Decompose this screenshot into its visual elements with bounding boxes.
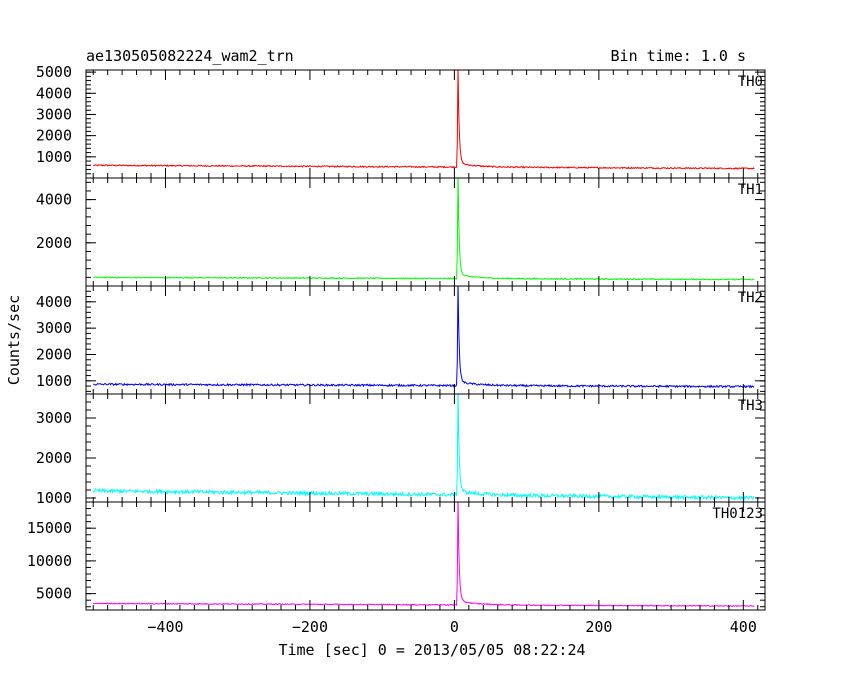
panel-th0: 1000 2000 3000 4000 5000 TH0 (36, 63, 766, 179)
series-th0 (92, 70, 755, 170)
panel-frame (85, 285, 766, 395)
panel-label: TH3 (738, 398, 763, 414)
y-tick-label: 2000 (36, 127, 72, 145)
series-th3 (92, 394, 755, 502)
series-th0123 (92, 502, 755, 608)
series-th2 (93, 286, 755, 389)
series-th1 (93, 178, 755, 281)
y-tick-label: 4000 (36, 293, 72, 311)
y-tick-label: 1000 (36, 148, 72, 166)
panel-th2: 1000 2000 3000 4000 TH2 (36, 285, 766, 395)
y-tick-label: 1000 (36, 489, 72, 507)
y-tick-label: 3000 (36, 319, 72, 337)
panel-label: TH1 (738, 182, 763, 198)
x-tick-label: 400 (730, 618, 757, 636)
panel-frame (85, 69, 766, 179)
x-tick-label: 200 (585, 618, 612, 636)
y-tick-label: 15000 (27, 519, 72, 537)
y-tick-label: 5000 (36, 585, 72, 603)
x-tick-label: 0 (450, 618, 459, 636)
panel-label: TH0123 (712, 506, 763, 522)
x-tick-label: −400 (147, 618, 183, 636)
panel-label: TH2 (738, 290, 763, 306)
panel-frame (85, 177, 766, 287)
y-tick-label: 4000 (36, 84, 72, 102)
y-tick-label: 5000 (36, 63, 72, 81)
panel-label: TH0 (738, 74, 763, 90)
x-axis-label: Time [sec] 0 = 2013/05/05 08:22:24 (278, 641, 585, 659)
y-tick-label: 4000 (36, 191, 72, 209)
y-tick-label: 1000 (36, 372, 72, 390)
y-tick-label: 10000 (27, 552, 72, 570)
y-tick-label: 3000 (36, 105, 72, 123)
panel-frame (85, 501, 766, 611)
panel-th1: 2000 4000 TH1 (36, 177, 766, 287)
y-tick-label: 3000 (36, 409, 72, 427)
panel-th0123: 5000 10000 15000 TH0123 (27, 501, 766, 611)
y-tick-label: 2000 (36, 234, 72, 252)
panels: 10002000300040005000TH020004000TH1100020… (27, 63, 766, 636)
y-tick-label: 2000 (36, 449, 72, 467)
panel-th3: 1000 2000 3000 TH3 (36, 393, 766, 507)
chart-title: ae130505082224_wam2_trn (86, 47, 294, 65)
y-tick-label: 2000 (36, 345, 72, 363)
panel-frame (85, 393, 766, 503)
x-tick-label: −200 (292, 618, 328, 636)
chart-subtitle: Bin time: 1.0 s (611, 47, 746, 65)
y-axis-label: Counts/sec (5, 295, 23, 385)
